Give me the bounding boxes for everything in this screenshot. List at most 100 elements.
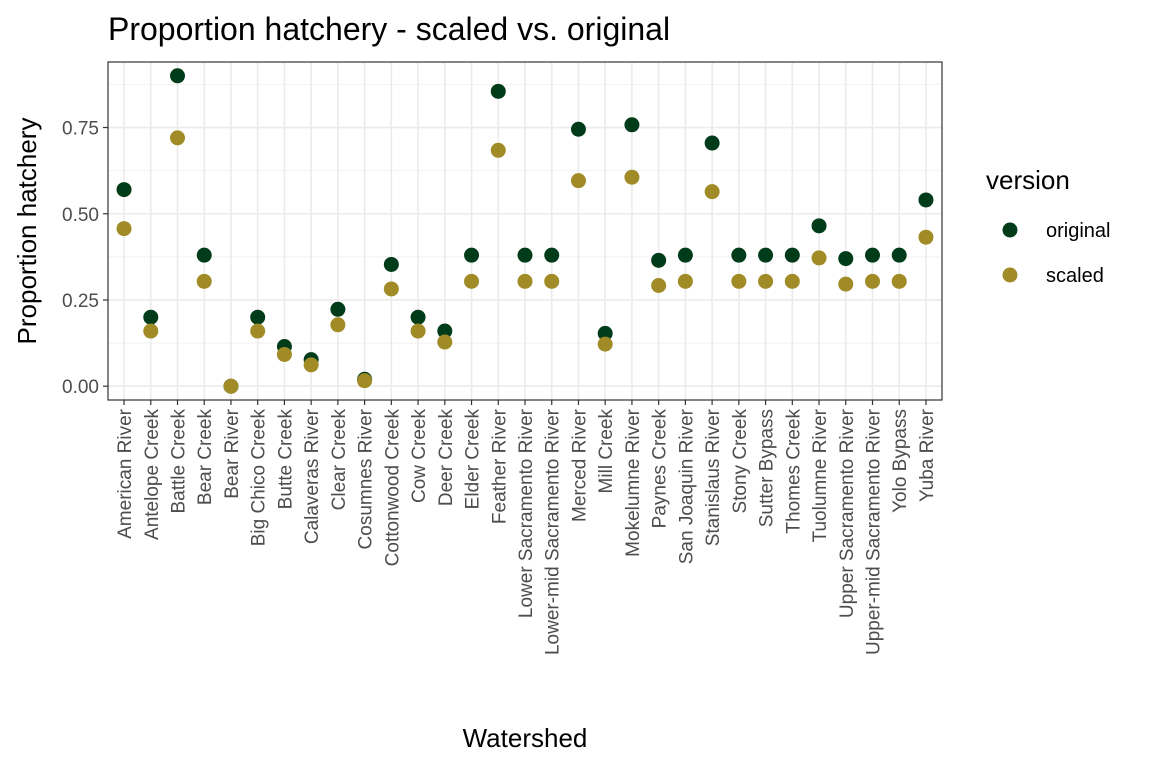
x-tick-label: Yuba River <box>917 408 938 502</box>
x-tick-label: Calaveras River <box>302 408 323 544</box>
point-scaled <box>704 184 720 200</box>
point-original <box>570 121 586 137</box>
point-original <box>891 247 907 263</box>
point-original <box>597 325 613 341</box>
legend-label-scaled: scaled <box>1046 265 1104 287</box>
x-tick-label: Lower-mid Sacramento River <box>543 408 564 655</box>
point-original <box>544 247 560 263</box>
point-scaled <box>276 346 292 362</box>
data-points <box>116 68 934 394</box>
point-original <box>838 251 854 267</box>
x-tick-label: Stony Creek <box>730 409 751 514</box>
x-tick-label: Mill Creek <box>596 409 617 494</box>
x-tick-label: Mokelumne River <box>623 408 644 556</box>
point-scaled <box>437 334 453 350</box>
point-scaled <box>544 273 560 289</box>
point-scaled <box>143 323 159 339</box>
x-tick-label: San Joaquin River <box>676 408 697 564</box>
point-original <box>517 247 533 263</box>
point-original <box>437 323 453 339</box>
x-tick-label: Paynes Creek <box>650 409 671 529</box>
x-tick-label: Cosumnes River <box>356 408 377 549</box>
point-scaled <box>303 357 319 373</box>
point-scaled <box>784 273 800 289</box>
point-original <box>624 117 640 133</box>
point-scaled <box>410 323 426 339</box>
point-original <box>731 247 747 263</box>
point-original <box>651 252 667 268</box>
point-scaled <box>624 169 640 185</box>
x-tick-label: Feather River <box>489 408 510 524</box>
x-tick-label: Thomes Creek <box>783 409 804 534</box>
point-scaled <box>223 378 239 394</box>
x-tick-label: Stanislaus River <box>703 408 724 546</box>
point-scaled <box>464 273 480 289</box>
point-original <box>250 309 266 325</box>
x-tick-label: Upper-mid Sacramento River <box>864 408 885 655</box>
x-tick-label: Upper Sacramento River <box>837 408 858 618</box>
chart-title: Proportion hatchery - scaled vs. origina… <box>108 11 670 47</box>
point-scaled <box>250 323 266 339</box>
legend-label-original: original <box>1046 220 1110 242</box>
legend-title: version <box>986 165 1070 195</box>
grid-lines <box>108 62 942 400</box>
y-axis-title: Proportion hatchery <box>12 118 42 345</box>
point-original <box>704 135 720 151</box>
x-axis: American River Antelope Creek Battle Creek… <box>115 400 938 655</box>
x-tick-label: Cow Creek <box>409 409 430 503</box>
point-scaled <box>811 250 827 266</box>
point-scaled <box>196 273 212 289</box>
point-original <box>410 309 426 325</box>
point-scaled <box>170 130 185 146</box>
point-original <box>383 256 399 272</box>
point-scaled <box>383 281 399 297</box>
point-scaled <box>838 276 854 292</box>
x-tick-label: Bear River <box>222 408 243 498</box>
point-original <box>677 247 693 263</box>
point-original <box>811 218 827 234</box>
point-scaled <box>570 173 586 189</box>
point-original <box>784 247 800 263</box>
x-tick-label: Cottonwood Creek <box>382 409 403 567</box>
x-tick-label: Lower Sacramento River <box>516 408 537 618</box>
x-tick-label: Butte Creek <box>275 409 296 510</box>
point-scaled <box>918 229 934 245</box>
y-tick-label: 0.00 <box>62 377 99 398</box>
y-axis: 0.00 0.25 0.50 0.75 <box>62 119 108 398</box>
legend-swatch-original <box>1002 222 1018 238</box>
point-scaled <box>597 336 613 352</box>
x-tick-label: American River <box>115 408 136 539</box>
x-tick-label: Battle Creek <box>169 409 190 514</box>
point-scaled <box>330 317 346 333</box>
x-tick-label: Bear Creek <box>195 409 216 506</box>
point-original <box>196 247 212 263</box>
point-scaled <box>731 273 747 289</box>
point-scaled <box>116 221 132 237</box>
legend-swatch-scaled <box>1002 267 1018 283</box>
point-scaled <box>758 273 774 289</box>
x-tick-label: Sutter Bypass <box>757 409 778 527</box>
x-tick-label: Elder Creek <box>463 409 484 510</box>
y-tick-label: 0.50 <box>62 205 99 226</box>
point-scaled <box>891 273 907 289</box>
point-original <box>330 301 346 317</box>
point-scaled <box>651 277 667 293</box>
point-original <box>918 192 934 208</box>
point-original <box>143 309 159 325</box>
point-scaled <box>490 142 506 158</box>
point-original <box>490 83 506 99</box>
x-tick-label: Antelope Creek <box>142 409 163 540</box>
point-original <box>758 247 774 263</box>
point-original <box>116 182 132 198</box>
point-scaled <box>517 273 533 289</box>
x-tick-label: Clear Creek <box>329 409 350 511</box>
point-original <box>865 247 880 263</box>
x-tick-label: Tuolumne River <box>810 408 831 542</box>
x-tick-label: Big Chico Creek <box>249 409 270 547</box>
point-scaled <box>677 273 693 289</box>
y-tick-label: 0.25 <box>62 291 99 312</box>
x-tick-label: Merced River <box>569 408 590 522</box>
point-scaled <box>865 273 880 289</box>
point-original <box>464 247 480 263</box>
